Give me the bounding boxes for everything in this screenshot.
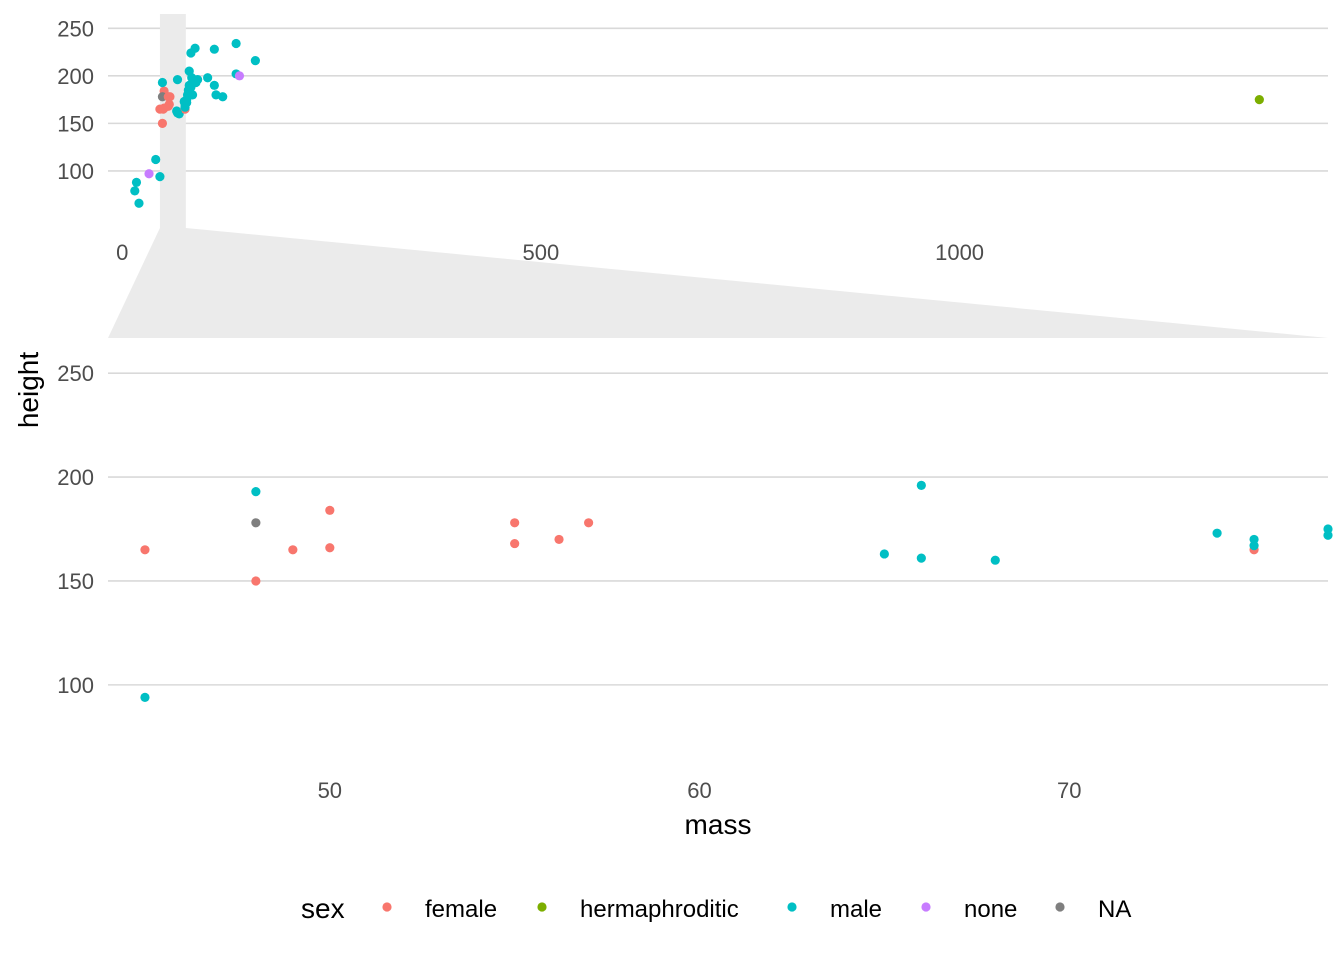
zoom-connector: [108, 228, 1328, 338]
legend-key-female: [382, 902, 392, 912]
overview-point: [172, 108, 183, 118]
zoom-point: [510, 538, 520, 549]
zoom-point: [879, 549, 889, 559]
zoom-point: [510, 518, 520, 528]
zoom-x-tick-label: 50: [318, 778, 342, 803]
overview-points: [130, 38, 1264, 208]
overview-point: [190, 43, 200, 53]
zoom-point: [140, 692, 150, 702]
zoom-y-tick-label: 100: [57, 673, 94, 698]
zoom-x-tick-label: 60: [687, 778, 711, 803]
zoom-point: [288, 545, 298, 555]
zoom-point: [916, 553, 926, 563]
overview-point: [234, 71, 245, 81]
overview-point: [250, 56, 260, 66]
zoom-point: [916, 480, 926, 490]
zoom-y-tick-label: 250: [57, 361, 94, 386]
overview-point: [144, 169, 154, 179]
zoom-point: [1249, 541, 1259, 551]
legend-label-female: female: [425, 896, 497, 923]
overview-point: [209, 44, 219, 54]
legend-label-hermaphroditic: hermaphroditic: [580, 896, 739, 923]
zoom-point: [1212, 528, 1222, 538]
zoom-point: [554, 534, 564, 545]
zoom-y-tick-label: 150: [57, 569, 94, 594]
overview-x-tick-label: 1000: [935, 240, 984, 265]
legend-key-none: [921, 902, 931, 912]
overview-point: [155, 172, 165, 182]
y-axis-title: height: [13, 352, 44, 429]
overview-point: [218, 92, 228, 102]
zoom-point: [1323, 524, 1333, 534]
zoom-points: [140, 480, 1333, 702]
legend-key-na: [1055, 902, 1065, 912]
zoom-point: [584, 518, 594, 528]
overview-point: [209, 80, 219, 90]
zoom-gridlines: [108, 372, 1328, 686]
zoom-point: [325, 505, 335, 515]
zoom-tick-labels: 100 150 200 250 50 60 70: [57, 361, 1081, 803]
overview-tick-labels: 100 150 200 250 0 500 1000: [57, 16, 984, 265]
overview-point: [203, 73, 213, 83]
zoom-indicator: [108, 14, 1328, 338]
zoom-point: [251, 576, 261, 586]
legend-label-male: male: [830, 896, 882, 923]
overview-point: [157, 77, 168, 88]
zoom-point: [251, 487, 261, 497]
overview-y-tick-label: 200: [57, 64, 94, 89]
overview-y-tick-label: 150: [57, 111, 94, 136]
zoom-point: [251, 518, 261, 528]
overview-y-tick-label: 250: [57, 16, 94, 41]
overview-point: [1254, 95, 1264, 105]
overview-point: [134, 198, 144, 208]
overview-point: [130, 186, 140, 196]
legend-label-none: none: [964, 896, 1017, 923]
legend-title: sex: [301, 893, 345, 924]
overview-point: [151, 154, 161, 165]
zoom-point: [990, 555, 1000, 565]
zoom-point: [140, 545, 150, 555]
overview-point: [165, 92, 175, 102]
legend: sex female hermaphroditic male none NA: [301, 893, 1131, 924]
overview-point: [187, 90, 198, 100]
overview-point: [192, 75, 203, 85]
overview-point: [172, 75, 183, 85]
legend-label-na: NA: [1098, 896, 1131, 923]
overview-point: [231, 38, 241, 49]
legend-key-male: [787, 902, 797, 912]
overview-y-tick-label: 100: [57, 159, 94, 184]
overview-point: [164, 99, 174, 109]
zoom-point: [325, 543, 335, 553]
x-axis-title: mass: [685, 809, 752, 840]
overview-point: [157, 118, 168, 128]
zoom-x-tick-label: 70: [1057, 778, 1081, 803]
legend-key-hermaphroditic: [537, 902, 547, 912]
overview-gridlines: [108, 27, 1328, 172]
zoom-y-tick-label: 200: [57, 465, 94, 490]
overview-point: [131, 177, 142, 187]
overview-x-tick-label: 0: [116, 240, 128, 265]
overview-x-tick-label: 500: [523, 240, 560, 265]
